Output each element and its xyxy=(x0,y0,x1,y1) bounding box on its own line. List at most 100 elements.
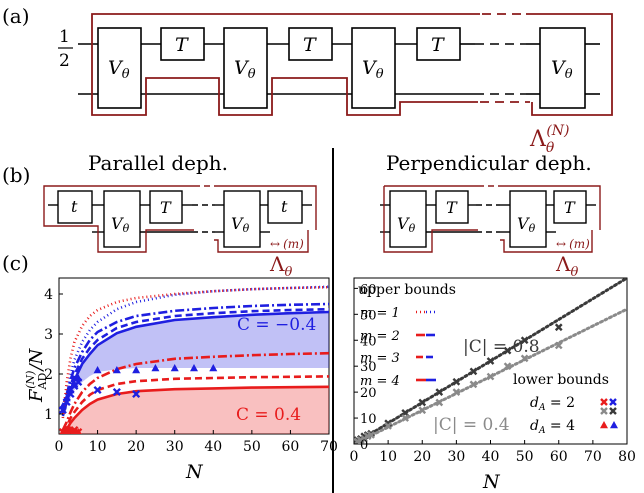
point-2-6 xyxy=(93,366,102,374)
svg-text:dA = 4: dA = 4 xyxy=(530,418,575,436)
chart-left-frame xyxy=(58,277,330,435)
svg-text:↔(m): ↔ (m) xyxy=(270,237,304,251)
legend-cross-light xyxy=(600,407,608,415)
ytick-label-2: 2 xyxy=(44,367,53,383)
chart-right-xlabel: N xyxy=(482,471,501,493)
parallel-v-2-sub: θ xyxy=(243,222,250,235)
r-xtick-label-10: 10 xyxy=(379,449,397,465)
r-ytick-label-30: 30 xyxy=(360,360,377,375)
xtick-label-70: 70 xyxy=(320,439,338,455)
parallel-title: Parallel deph. xyxy=(88,151,228,175)
point-2-10 xyxy=(170,364,179,372)
ytick-label-3: 3 xyxy=(44,327,53,343)
scatter-point-2-11 xyxy=(469,380,478,389)
series-line-8 xyxy=(61,385,329,434)
v-gate-3-sub: θ xyxy=(376,67,384,82)
r-ytick-label-0: 0 xyxy=(360,438,368,453)
r-xtick-label-30: 30 xyxy=(447,449,465,465)
v-gate-4-sub: θ xyxy=(565,67,573,82)
legend-lower-title: lower bounds xyxy=(513,372,609,388)
legend-da2-var: d xyxy=(530,395,539,411)
annotation-c-neg: C = −0.4 xyxy=(237,315,316,335)
t-gate-3-label: T xyxy=(431,34,445,56)
scatter-point-2-15 xyxy=(554,341,563,350)
chart-left-xlabel: N xyxy=(185,461,204,483)
scatter-point-1-12 xyxy=(486,357,495,365)
legend-da4-rest: = 4 xyxy=(545,418,575,434)
scatter-point-1-15 xyxy=(554,323,563,332)
scatter-point-1-8 xyxy=(418,398,427,407)
annotation-c-04: |C| = 0.4 xyxy=(433,415,510,435)
scatter-point-1-10 xyxy=(452,377,461,386)
scatter-point-2-7 xyxy=(401,414,410,422)
xtick-label-0: 0 xyxy=(55,439,64,455)
parallel-v-1-sub: θ xyxy=(123,222,130,235)
scatter-point-2-9 xyxy=(435,398,444,407)
t-gate-1-label: T xyxy=(175,34,189,56)
scatter-point-1-11 xyxy=(469,367,478,376)
xtick-label-50: 50 xyxy=(243,439,261,455)
r-xtick-label-40: 40 xyxy=(482,449,500,465)
panel-a-wires xyxy=(78,43,600,95)
xtick-label-30: 30 xyxy=(166,439,184,455)
perpendicular-frame xyxy=(383,185,601,253)
scatter-point-2-6 xyxy=(384,421,392,430)
point-2-4 xyxy=(70,380,79,388)
svg-text:↔(m): ↔ (m) xyxy=(556,237,590,251)
v-gate-3 xyxy=(351,27,396,109)
perp-lambda-sub: θ xyxy=(570,265,578,280)
perp-lambda-sup: (m) xyxy=(569,237,590,251)
parallel-t-label: T xyxy=(160,198,172,217)
parallel-lambda-arrow: ↔ xyxy=(270,237,280,251)
parallel-t-gate xyxy=(149,190,183,224)
svg-text:Vθ: Vθ xyxy=(234,57,256,82)
r-xtick-label-80: 80 xyxy=(618,449,636,465)
legend-cross-red xyxy=(600,398,608,406)
lambda-n-frame xyxy=(91,13,613,116)
svg-text:Vθ: Vθ xyxy=(397,214,416,235)
legend-m2: m = 2 xyxy=(360,329,400,344)
perpendicular-t-gate-2 xyxy=(553,190,587,224)
legend-m3: m = 3 xyxy=(360,351,400,366)
svg-text:Λθ: Λθ xyxy=(269,252,292,280)
ylabel-sub: AD xyxy=(36,373,49,391)
v-gate-1-label: V xyxy=(108,57,124,79)
parallel-wires xyxy=(48,204,312,233)
svg-text:Vθ: Vθ xyxy=(551,57,573,82)
svg-text:Vθ: Vθ xyxy=(108,57,130,82)
half-denominator: 2 xyxy=(59,51,70,71)
ylabel-main: F xyxy=(26,388,47,403)
perpendicular-wires xyxy=(380,204,596,233)
annotation-c-08: |C| = 0.8 xyxy=(463,337,540,357)
lambda-n-sup: (N) xyxy=(546,123,569,139)
r-ytick-label-60: 60 xyxy=(360,282,377,297)
svg-text:Vθ: Vθ xyxy=(517,214,536,235)
parallel-v-gate-1 xyxy=(103,190,141,248)
series-line-6 xyxy=(61,351,329,431)
legend-da2-sub: A xyxy=(538,403,546,413)
parallel-lambda-sub: θ xyxy=(284,265,292,280)
svg-text:Λθ: Λθ xyxy=(555,252,578,280)
ylabel-tail: /N xyxy=(26,347,47,372)
perp-t-2-label: T xyxy=(564,198,576,217)
r-ytick-label-10: 10 xyxy=(360,412,377,427)
half-numerator: 1 xyxy=(59,27,70,47)
legend-cross-blue xyxy=(609,398,617,406)
annotation-c-pos: C = 0.4 xyxy=(236,405,301,425)
fill-region-blue xyxy=(62,312,329,416)
perpendicular-title: Perpendicular deph. xyxy=(386,151,592,175)
perpendicular-t-gate-1 xyxy=(435,190,469,224)
legend-tri-blue xyxy=(610,421,618,429)
point-2-1 xyxy=(59,402,67,410)
v-gate-4-label: V xyxy=(551,57,567,79)
perp-v-1-sub: θ xyxy=(409,222,416,235)
point-3-7 xyxy=(114,437,120,443)
svg-text:Vθ: Vθ xyxy=(362,57,384,82)
svg-text:dA = 2: dA = 2 xyxy=(530,395,575,413)
r-ytick-label-50: 50 xyxy=(360,308,377,323)
perpendicular-v-gate-1 xyxy=(389,190,427,248)
lambda-n-symbol: Λ xyxy=(529,127,547,152)
parallel-v-1-label: V xyxy=(111,214,124,233)
perp-v-2-label: V xyxy=(517,214,530,233)
panel-b-label: (b) xyxy=(2,163,30,187)
